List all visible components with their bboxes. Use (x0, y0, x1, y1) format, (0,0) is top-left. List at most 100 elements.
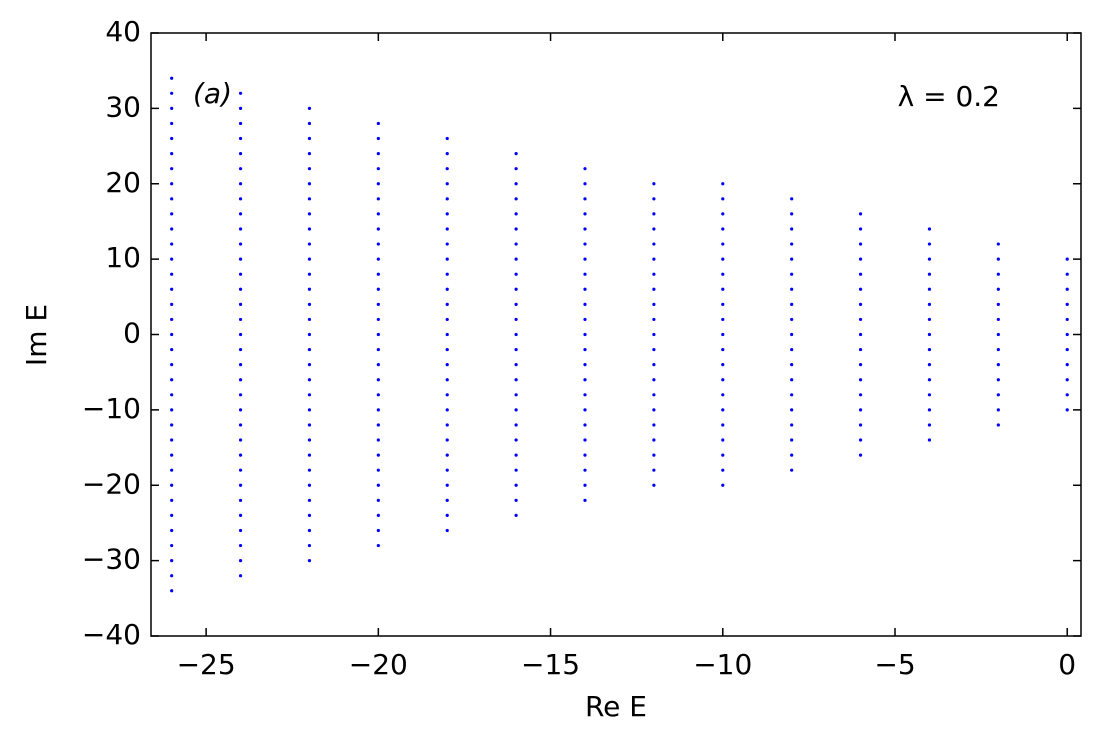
point (238, 513, 243, 518)
point (170, 378, 174, 382)
point (238, 347, 243, 352)
point (652, 393, 656, 397)
point (376, 498, 380, 502)
point (238, 393, 243, 397)
point (376, 513, 380, 518)
point (790, 363, 794, 367)
point (376, 227, 380, 231)
point (307, 393, 312, 397)
point (170, 393, 174, 397)
point (514, 182, 518, 186)
point (514, 167, 518, 171)
point (652, 182, 656, 186)
point (238, 212, 243, 216)
point (1065, 378, 1069, 382)
y-tick-label: 0 (123, 317, 141, 350)
point (170, 136, 174, 141)
point (307, 513, 312, 518)
point (170, 332, 174, 337)
point (996, 393, 1000, 397)
point (445, 152, 449, 156)
point (721, 438, 725, 442)
point (721, 287, 725, 291)
point (445, 453, 449, 457)
point (652, 317, 656, 322)
point (927, 363, 932, 367)
point (858, 438, 863, 442)
point (307, 302, 312, 306)
point (514, 468, 518, 472)
point (238, 408, 243, 412)
point (238, 528, 243, 533)
point (1065, 287, 1069, 291)
point (376, 393, 380, 397)
point (996, 242, 1000, 246)
point (1065, 257, 1069, 261)
point (858, 242, 863, 246)
point (652, 347, 656, 352)
point (858, 378, 863, 382)
point (445, 438, 449, 442)
point (514, 197, 518, 201)
point (238, 121, 243, 126)
point (858, 302, 863, 306)
point (238, 363, 243, 367)
point (376, 121, 380, 126)
point (514, 302, 518, 306)
point (927, 227, 932, 231)
point (721, 393, 725, 397)
point (170, 257, 174, 261)
point (790, 468, 794, 472)
point (652, 453, 656, 457)
point (514, 152, 518, 156)
point (996, 378, 1000, 382)
point (514, 483, 518, 487)
point (170, 106, 174, 110)
y-tick-label: −10 (82, 392, 141, 425)
point (307, 167, 312, 171)
panel-label: (a) (193, 77, 232, 110)
point (170, 152, 174, 156)
point (927, 287, 932, 291)
point (376, 317, 380, 322)
point (858, 423, 863, 427)
point (445, 197, 449, 201)
point (514, 227, 518, 231)
x-tick-label: −15 (521, 648, 580, 681)
point (721, 408, 725, 412)
point (376, 302, 380, 306)
point (307, 182, 312, 186)
point (858, 257, 863, 261)
point (445, 483, 449, 487)
point (307, 197, 312, 201)
point (376, 543, 380, 548)
point (307, 378, 312, 382)
point (514, 317, 518, 322)
point (790, 378, 794, 382)
point (927, 393, 932, 397)
point (376, 257, 380, 261)
point (238, 257, 243, 261)
point (307, 559, 312, 563)
point (376, 242, 380, 246)
point (858, 317, 863, 322)
point (376, 408, 380, 412)
point (790, 212, 794, 216)
y-tick-label: 40 (105, 15, 141, 48)
point (514, 257, 518, 261)
point (445, 317, 449, 322)
point (1065, 408, 1069, 412)
point (445, 363, 449, 367)
point (1065, 347, 1069, 352)
point (583, 347, 587, 352)
point (721, 378, 725, 382)
point (307, 152, 312, 156)
point (721, 242, 725, 246)
point (790, 453, 794, 457)
y-tick-label: −20 (82, 467, 141, 500)
point (583, 302, 587, 306)
point (376, 332, 380, 337)
point (376, 438, 380, 442)
point (721, 468, 725, 472)
point (583, 468, 587, 472)
